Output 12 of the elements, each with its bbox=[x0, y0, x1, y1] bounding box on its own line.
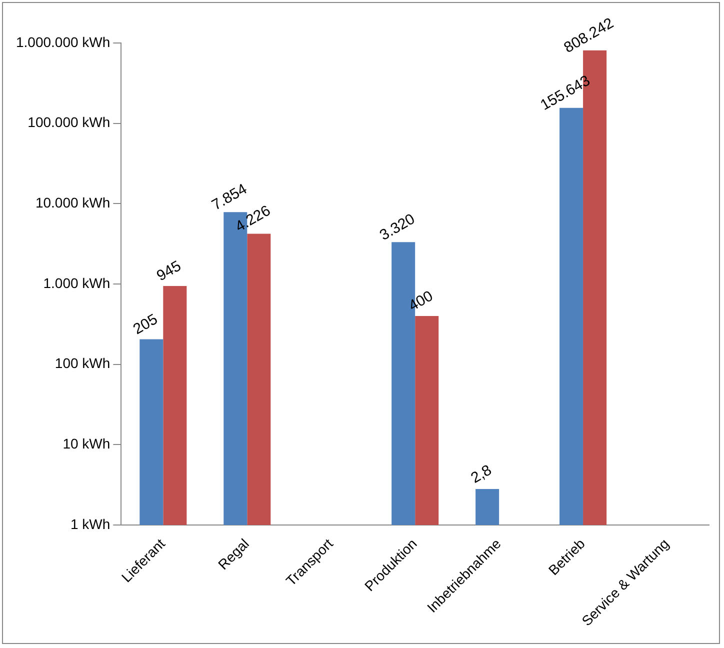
y-tick-label: 100 kWh bbox=[54, 355, 110, 372]
y-tick-label: 1.000 kWh bbox=[43, 274, 110, 291]
y-tick-label: 100.000 kWh bbox=[28, 114, 110, 130]
data-label: 2,8 bbox=[468, 462, 495, 487]
data-label: 400 bbox=[406, 288, 436, 315]
data-label: 945 bbox=[154, 258, 184, 285]
y-tick-label: 1 kWh bbox=[70, 516, 110, 532]
data-label: 3.320 bbox=[376, 210, 418, 244]
y-tick-label: 1.000.000 kWh bbox=[16, 34, 110, 50]
y-tick-label: 10.000 kWh bbox=[35, 194, 110, 211]
data-label: 205 bbox=[130, 310, 161, 338]
y-tick-label: 10 kWh bbox=[62, 435, 110, 452]
